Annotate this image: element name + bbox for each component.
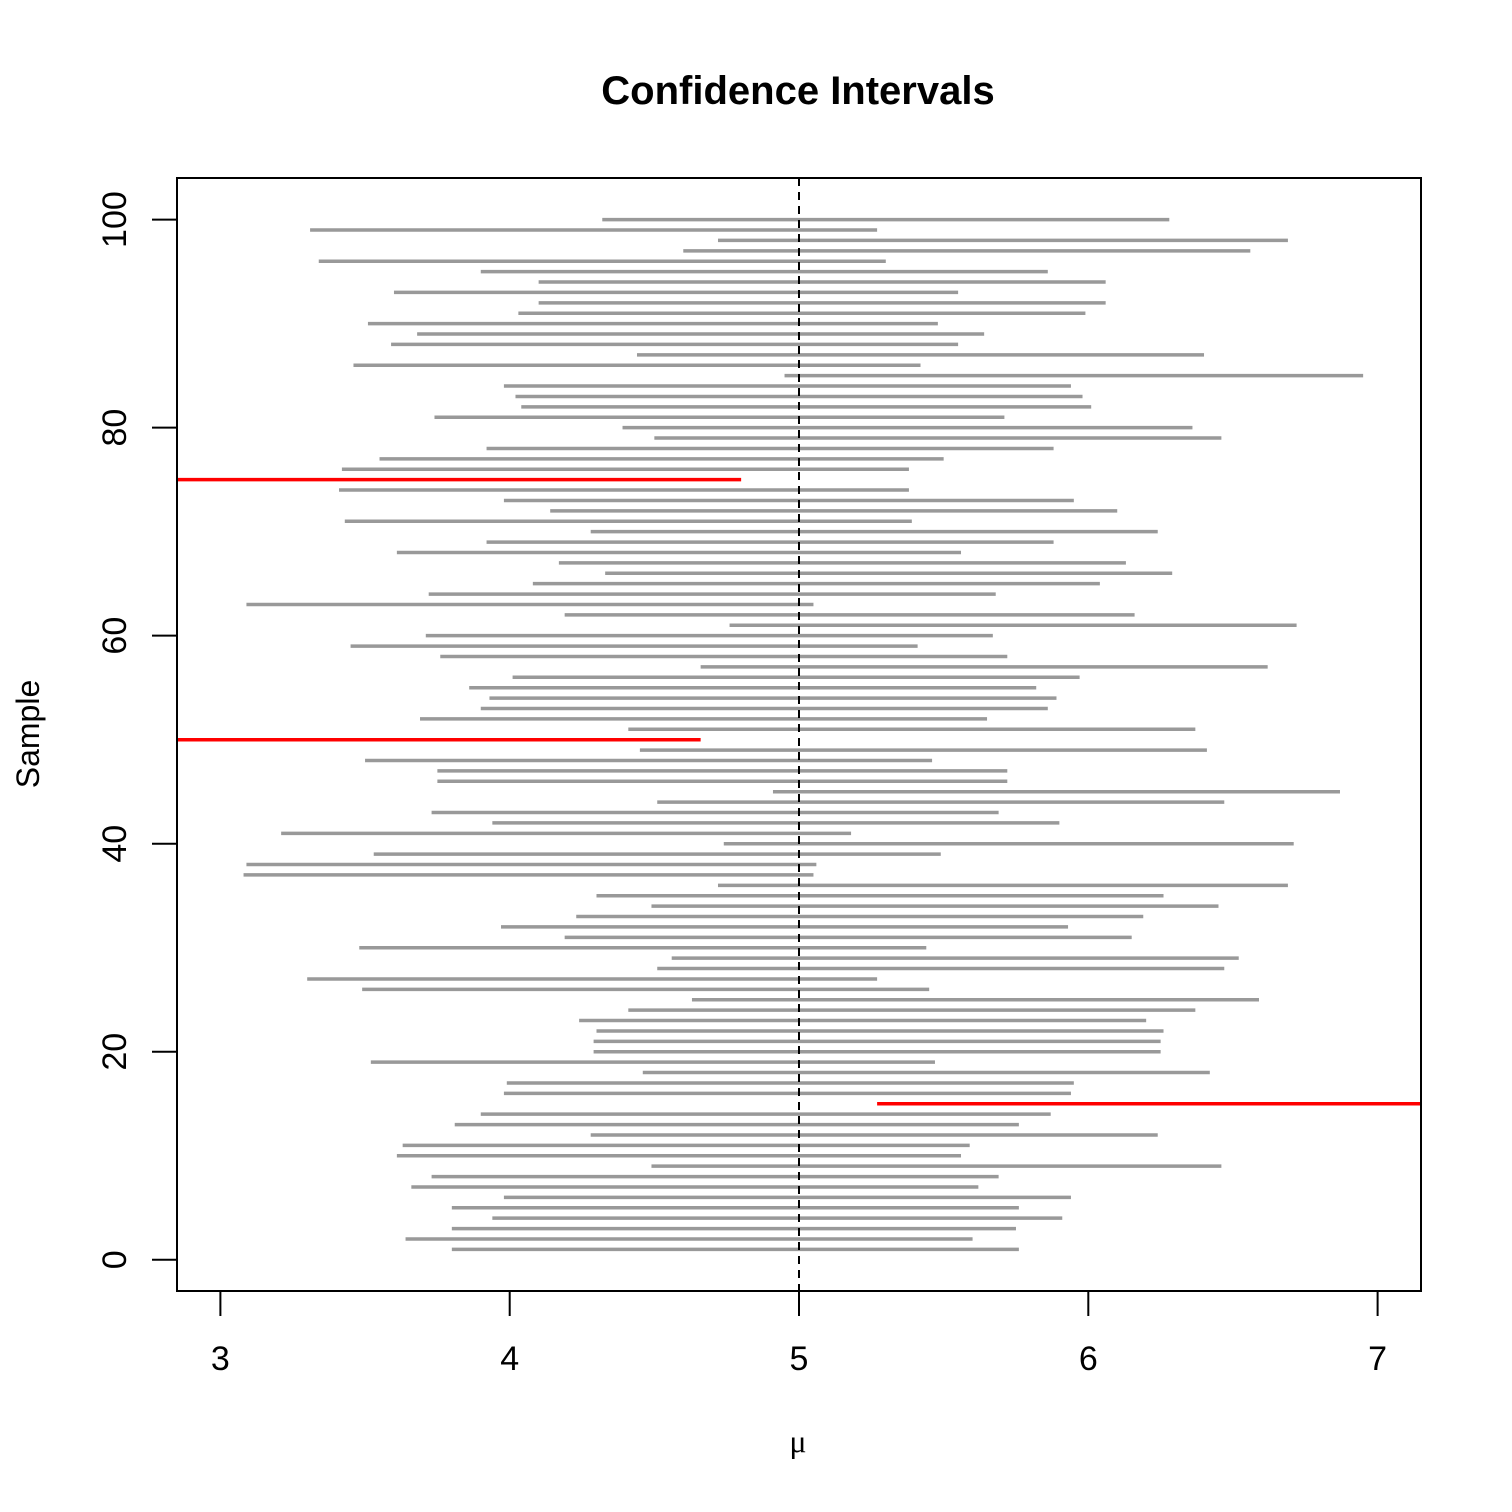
y-axis-label: Sample — [10, 680, 46, 789]
y-tick-label: 80 — [96, 409, 134, 447]
x-tick-label: 5 — [790, 1340, 809, 1378]
y-axis: 0 20 40 60 80 100 — [96, 191, 178, 1269]
x-axis-label: μ — [789, 1423, 806, 1459]
x-tick-label: 4 — [500, 1340, 519, 1378]
y-tick-label: 0 — [96, 1250, 134, 1269]
y-tick-label: 60 — [96, 617, 134, 655]
chart-title: Confidence Intervals — [601, 69, 994, 113]
x-tick-label: 3 — [211, 1340, 230, 1378]
interval-segments — [177, 217, 1421, 1252]
x-tick-label: 6 — [1079, 1340, 1098, 1378]
y-tick-label: 20 — [96, 1033, 134, 1071]
y-tick-label: 40 — [96, 825, 134, 863]
y-tick-label: 100 — [96, 191, 134, 248]
x-axis: 3 4 5 6 7 — [211, 1290, 1387, 1378]
x-tick-label: 7 — [1368, 1340, 1387, 1378]
